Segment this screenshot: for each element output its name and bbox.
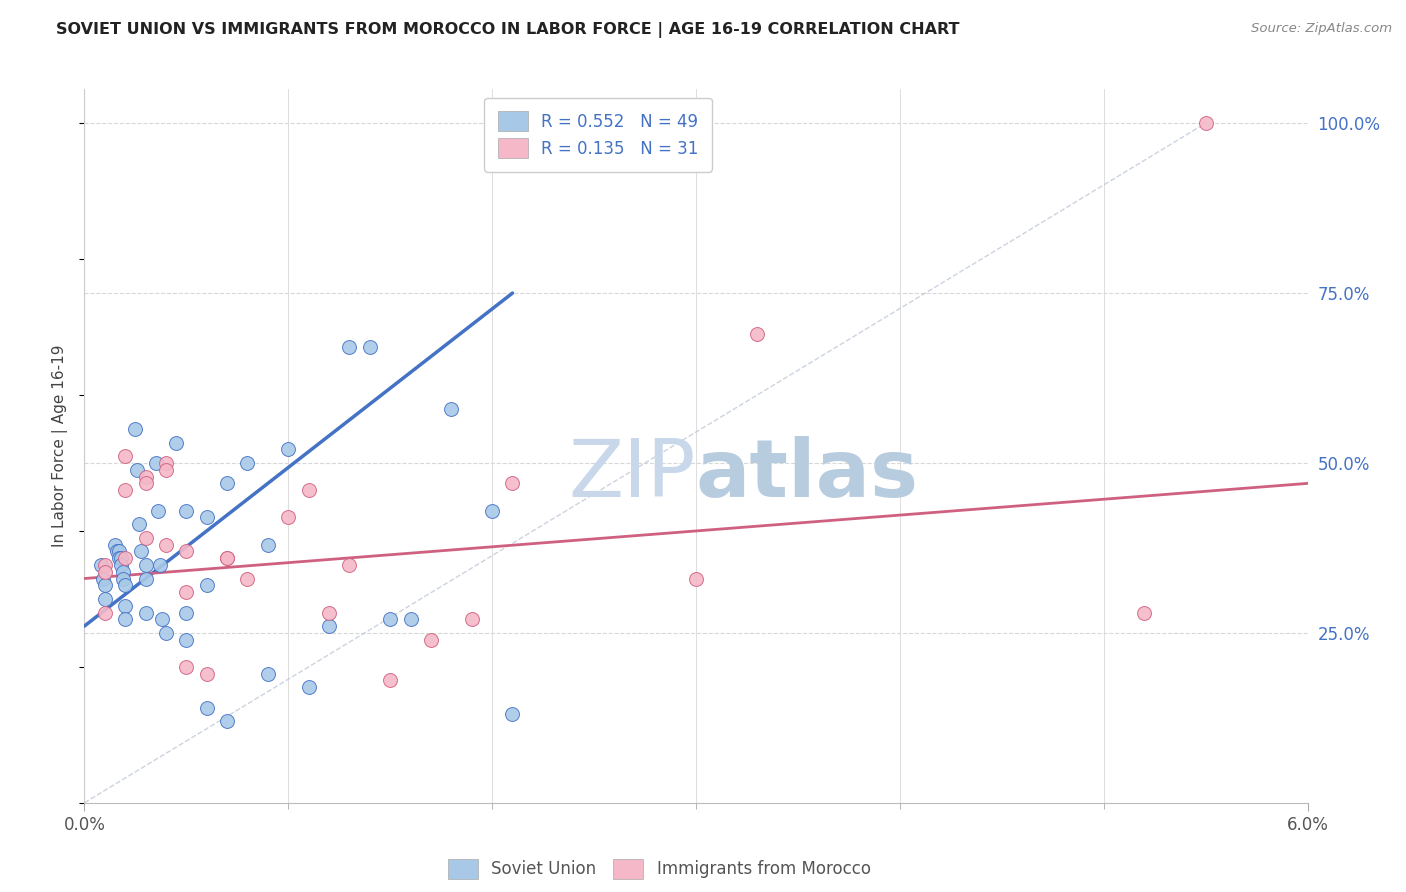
Point <box>146 503 169 517</box>
Point <box>114 578 136 592</box>
Point <box>1195 116 1218 130</box>
Point <box>195 578 218 592</box>
Point <box>176 544 198 558</box>
Point <box>318 606 340 620</box>
Point <box>114 599 136 613</box>
Point <box>236 456 259 470</box>
Point <box>380 673 402 688</box>
Text: Source: ZipAtlas.com: Source: ZipAtlas.com <box>1251 22 1392 36</box>
Point <box>339 558 361 572</box>
Point <box>110 558 132 572</box>
Point <box>481 503 503 517</box>
Point <box>135 558 157 572</box>
Point <box>128 517 150 532</box>
Point <box>502 476 524 491</box>
Point <box>149 558 172 572</box>
Point <box>298 483 321 498</box>
Point <box>399 612 422 626</box>
Point <box>176 632 198 647</box>
Point <box>155 626 177 640</box>
Point <box>195 700 218 714</box>
Point <box>93 558 117 572</box>
Point <box>155 456 177 470</box>
Point <box>108 544 131 558</box>
Point <box>135 531 157 545</box>
Point <box>145 456 167 470</box>
Point <box>112 572 135 586</box>
Point <box>420 632 443 647</box>
Point <box>298 680 321 694</box>
Text: atlas: atlas <box>696 435 920 514</box>
Point <box>105 544 128 558</box>
Point <box>110 551 132 566</box>
Point <box>114 483 136 498</box>
Point <box>685 572 707 586</box>
Point <box>150 612 173 626</box>
Point <box>277 442 299 457</box>
Point <box>90 558 112 572</box>
Point <box>135 469 157 483</box>
Point <box>277 510 299 524</box>
Point <box>131 544 153 558</box>
Point <box>236 572 259 586</box>
Point <box>108 551 131 566</box>
Point <box>747 326 769 341</box>
Point <box>135 572 157 586</box>
Point <box>217 551 239 566</box>
Point <box>359 341 381 355</box>
Point <box>93 565 117 579</box>
Point <box>135 606 157 620</box>
Point <box>257 666 280 681</box>
Point <box>195 666 218 681</box>
Point <box>165 435 187 450</box>
Point <box>155 463 177 477</box>
Text: ZIP: ZIP <box>568 435 696 514</box>
Point <box>114 551 136 566</box>
Point <box>176 585 198 599</box>
Point <box>176 606 198 620</box>
Point <box>217 476 239 491</box>
Point <box>93 606 117 620</box>
Point <box>114 449 136 463</box>
Point <box>91 572 114 586</box>
Point <box>114 612 136 626</box>
Point <box>502 707 524 722</box>
Point <box>380 612 402 626</box>
Point <box>339 341 361 355</box>
Point <box>461 612 484 626</box>
Point <box>1133 606 1156 620</box>
Point <box>127 463 149 477</box>
Text: SOVIET UNION VS IMMIGRANTS FROM MOROCCO IN LABOR FORCE | AGE 16-19 CORRELATION C: SOVIET UNION VS IMMIGRANTS FROM MOROCCO … <box>56 22 960 38</box>
Legend: Soviet Union, Immigrants from Morocco: Soviet Union, Immigrants from Morocco <box>440 850 879 888</box>
Point <box>93 578 117 592</box>
Point <box>124 422 146 436</box>
Point <box>93 591 117 606</box>
Point <box>104 537 127 551</box>
Point <box>217 714 239 729</box>
Point <box>318 619 340 633</box>
Point <box>195 510 218 524</box>
Point <box>176 503 198 517</box>
Point <box>217 551 239 566</box>
Point <box>135 476 157 491</box>
Point <box>112 565 135 579</box>
Point <box>176 660 198 674</box>
Point <box>440 401 463 416</box>
Point <box>257 537 280 551</box>
Point <box>155 537 177 551</box>
Y-axis label: In Labor Force | Age 16-19: In Labor Force | Age 16-19 <box>52 344 69 548</box>
